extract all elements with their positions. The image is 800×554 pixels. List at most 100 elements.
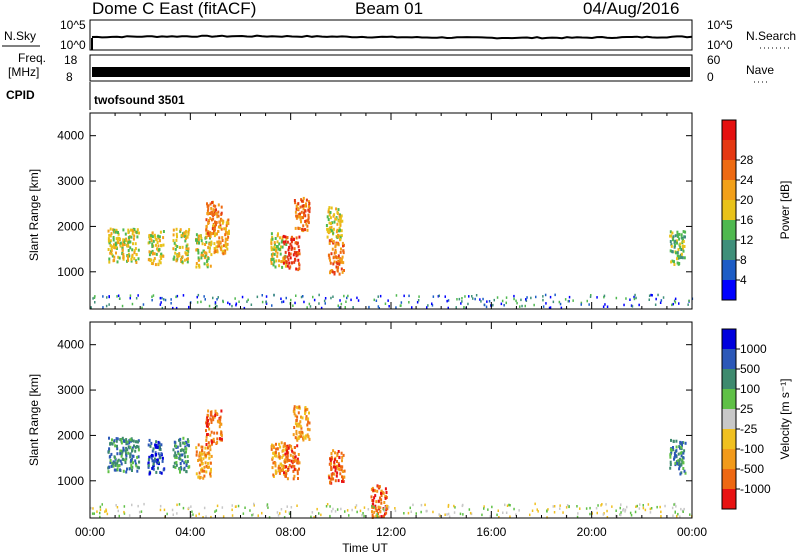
range-cell (182, 232, 184, 236)
range-cell (147, 458, 150, 462)
range-cell (515, 513, 517, 516)
range-cell (505, 296, 508, 299)
range-cell (508, 503, 510, 507)
range-cell (210, 467, 212, 471)
range-cell (289, 453, 292, 457)
range-cell (486, 300, 488, 303)
range-cell (282, 258, 285, 262)
range-cell (626, 505, 628, 509)
range-cell (179, 449, 182, 453)
range-cell (202, 253, 205, 257)
range-cell (681, 460, 684, 464)
range-cell (122, 469, 125, 473)
range-cell (463, 306, 465, 309)
range-cell (161, 296, 163, 300)
range-cell (606, 305, 609, 308)
range-cell (105, 509, 108, 513)
range-cell (299, 215, 302, 219)
range-cell (678, 462, 680, 466)
range-cell (206, 259, 208, 263)
range-cell (183, 451, 186, 455)
range-cell (182, 441, 185, 445)
range-cell (212, 418, 215, 422)
range-cell (273, 252, 276, 256)
range-cell (620, 511, 622, 514)
range-cell (216, 305, 218, 308)
range-cell (596, 296, 598, 299)
range-cell (302, 196, 305, 200)
range-cell (303, 213, 305, 217)
range-cell (330, 468, 333, 471)
x-tick-label: 08:00 (276, 525, 306, 539)
range-cell (297, 477, 299, 480)
range-cell (273, 242, 276, 246)
range-cell (231, 304, 233, 308)
range-cell (176, 235, 178, 239)
range-cell (679, 440, 682, 444)
range-cell (602, 513, 605, 516)
range-cell (186, 235, 189, 239)
range-cell (376, 489, 379, 493)
range-cell (118, 514, 120, 518)
range-cell (149, 454, 152, 458)
range-cell (186, 251, 189, 255)
range-cell (318, 293, 320, 297)
range-cell (155, 238, 158, 241)
range-cell (201, 469, 204, 473)
range-cell (340, 468, 343, 472)
range-cell (491, 505, 493, 509)
range-cell (580, 301, 583, 305)
range-cell (426, 306, 428, 309)
range-cell (214, 220, 216, 224)
range-cell (285, 237, 288, 241)
range-cell (341, 479, 343, 483)
y-tick-label: 1000 (57, 265, 84, 279)
range-cell (118, 256, 121, 260)
range-cell (379, 506, 382, 510)
range-cell (221, 236, 224, 240)
range-cell (330, 296, 332, 300)
range-cell (548, 306, 551, 310)
y-tick-label: 4000 (57, 338, 84, 352)
range-cell (210, 439, 213, 443)
range-cell (179, 453, 182, 457)
range-cell (297, 226, 300, 230)
range-cell (293, 451, 296, 455)
range-cell (208, 242, 211, 246)
range-cell (603, 295, 605, 299)
range-cell (332, 295, 334, 298)
range-cell (526, 296, 528, 299)
range-cell (339, 250, 342, 254)
range-cell (335, 207, 338, 211)
range-cell (220, 422, 223, 426)
range-cell (294, 459, 297, 462)
range-cell (207, 207, 210, 211)
range-cell (503, 304, 505, 307)
range-cell (335, 242, 338, 246)
range-cell (109, 239, 112, 243)
range-cell (676, 254, 679, 258)
range-cell (279, 252, 282, 256)
range-cell (182, 294, 185, 297)
range-cell (175, 295, 177, 299)
range-cell (377, 295, 379, 298)
range-cell (137, 294, 139, 297)
range-cell (117, 458, 120, 462)
range-cell (323, 299, 326, 303)
range-cell (274, 469, 277, 473)
range-cell (625, 297, 627, 300)
range-cell (220, 431, 223, 435)
colorbar-swatch (722, 349, 736, 370)
range-cell (308, 302, 311, 306)
range-cell (147, 258, 150, 262)
range-cell (270, 445, 273, 449)
range-cell (216, 298, 218, 301)
range-cell (294, 455, 297, 459)
range-cell (379, 496, 381, 500)
range-cell (334, 469, 337, 473)
range-cell (123, 241, 126, 245)
range-cell (629, 298, 631, 301)
range-cell (222, 300, 224, 304)
range-cell (253, 504, 255, 507)
range-cell (339, 216, 342, 220)
